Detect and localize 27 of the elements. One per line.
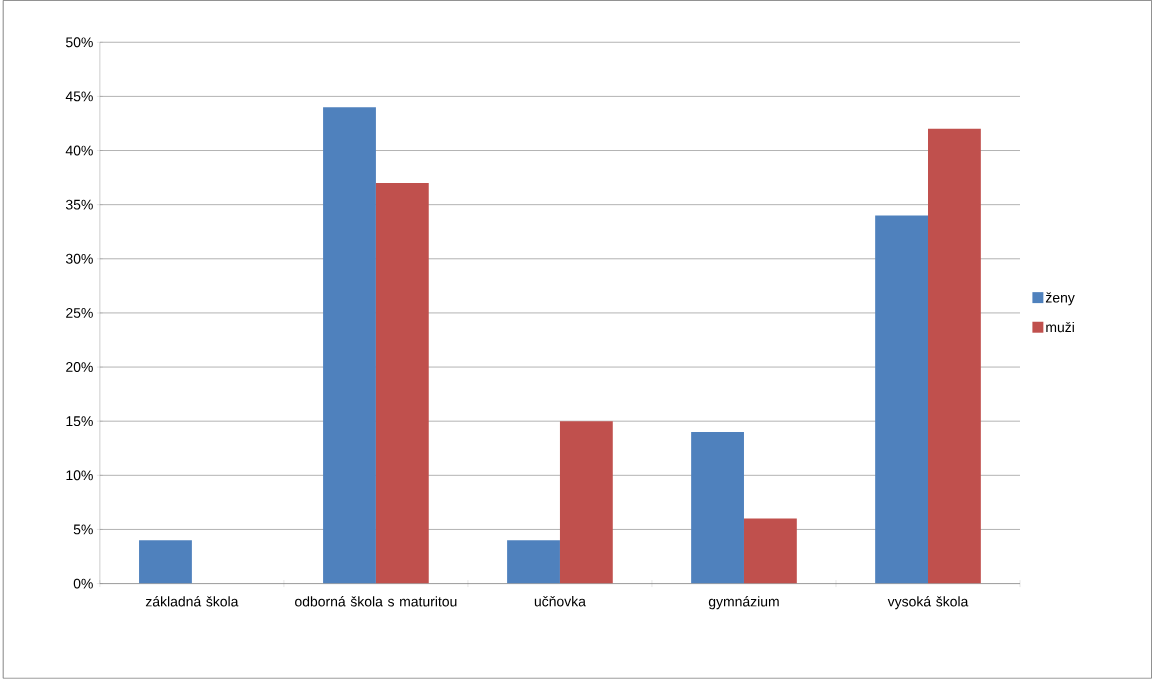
x-tick-label: učňovka xyxy=(534,596,586,607)
x-tick-label: odborná škola s maturitou xyxy=(295,596,457,607)
x-tick-label: gymnázium xyxy=(708,596,779,610)
bar xyxy=(743,518,797,584)
bar xyxy=(323,107,376,584)
y-tick-label: 40% xyxy=(65,145,93,156)
bar xyxy=(139,540,192,584)
bar xyxy=(691,432,744,584)
y-tick-label: 20% xyxy=(66,362,93,373)
y-tick-label: 0% xyxy=(73,578,93,589)
legend-label: muži xyxy=(1046,322,1074,333)
x-tick-label: základná škola xyxy=(145,596,239,607)
bar xyxy=(507,540,560,584)
y-tick-label: 50% xyxy=(65,37,93,48)
y-tick-label: 30% xyxy=(65,254,93,264)
x-tick-label: vysoká škola xyxy=(887,596,969,610)
bar xyxy=(928,129,981,584)
y-tick-label: 5% xyxy=(73,524,93,535)
y-tick-label: 15% xyxy=(66,416,93,427)
legend-label: ženy xyxy=(1045,292,1075,306)
y-tick-label: 45% xyxy=(65,91,93,102)
y-tick-label: 10% xyxy=(66,470,93,481)
y-tick-label: 35% xyxy=(65,199,93,210)
bar xyxy=(375,183,429,584)
y-tick-label: 25% xyxy=(66,308,93,319)
bar xyxy=(559,421,613,584)
bar xyxy=(875,215,928,584)
